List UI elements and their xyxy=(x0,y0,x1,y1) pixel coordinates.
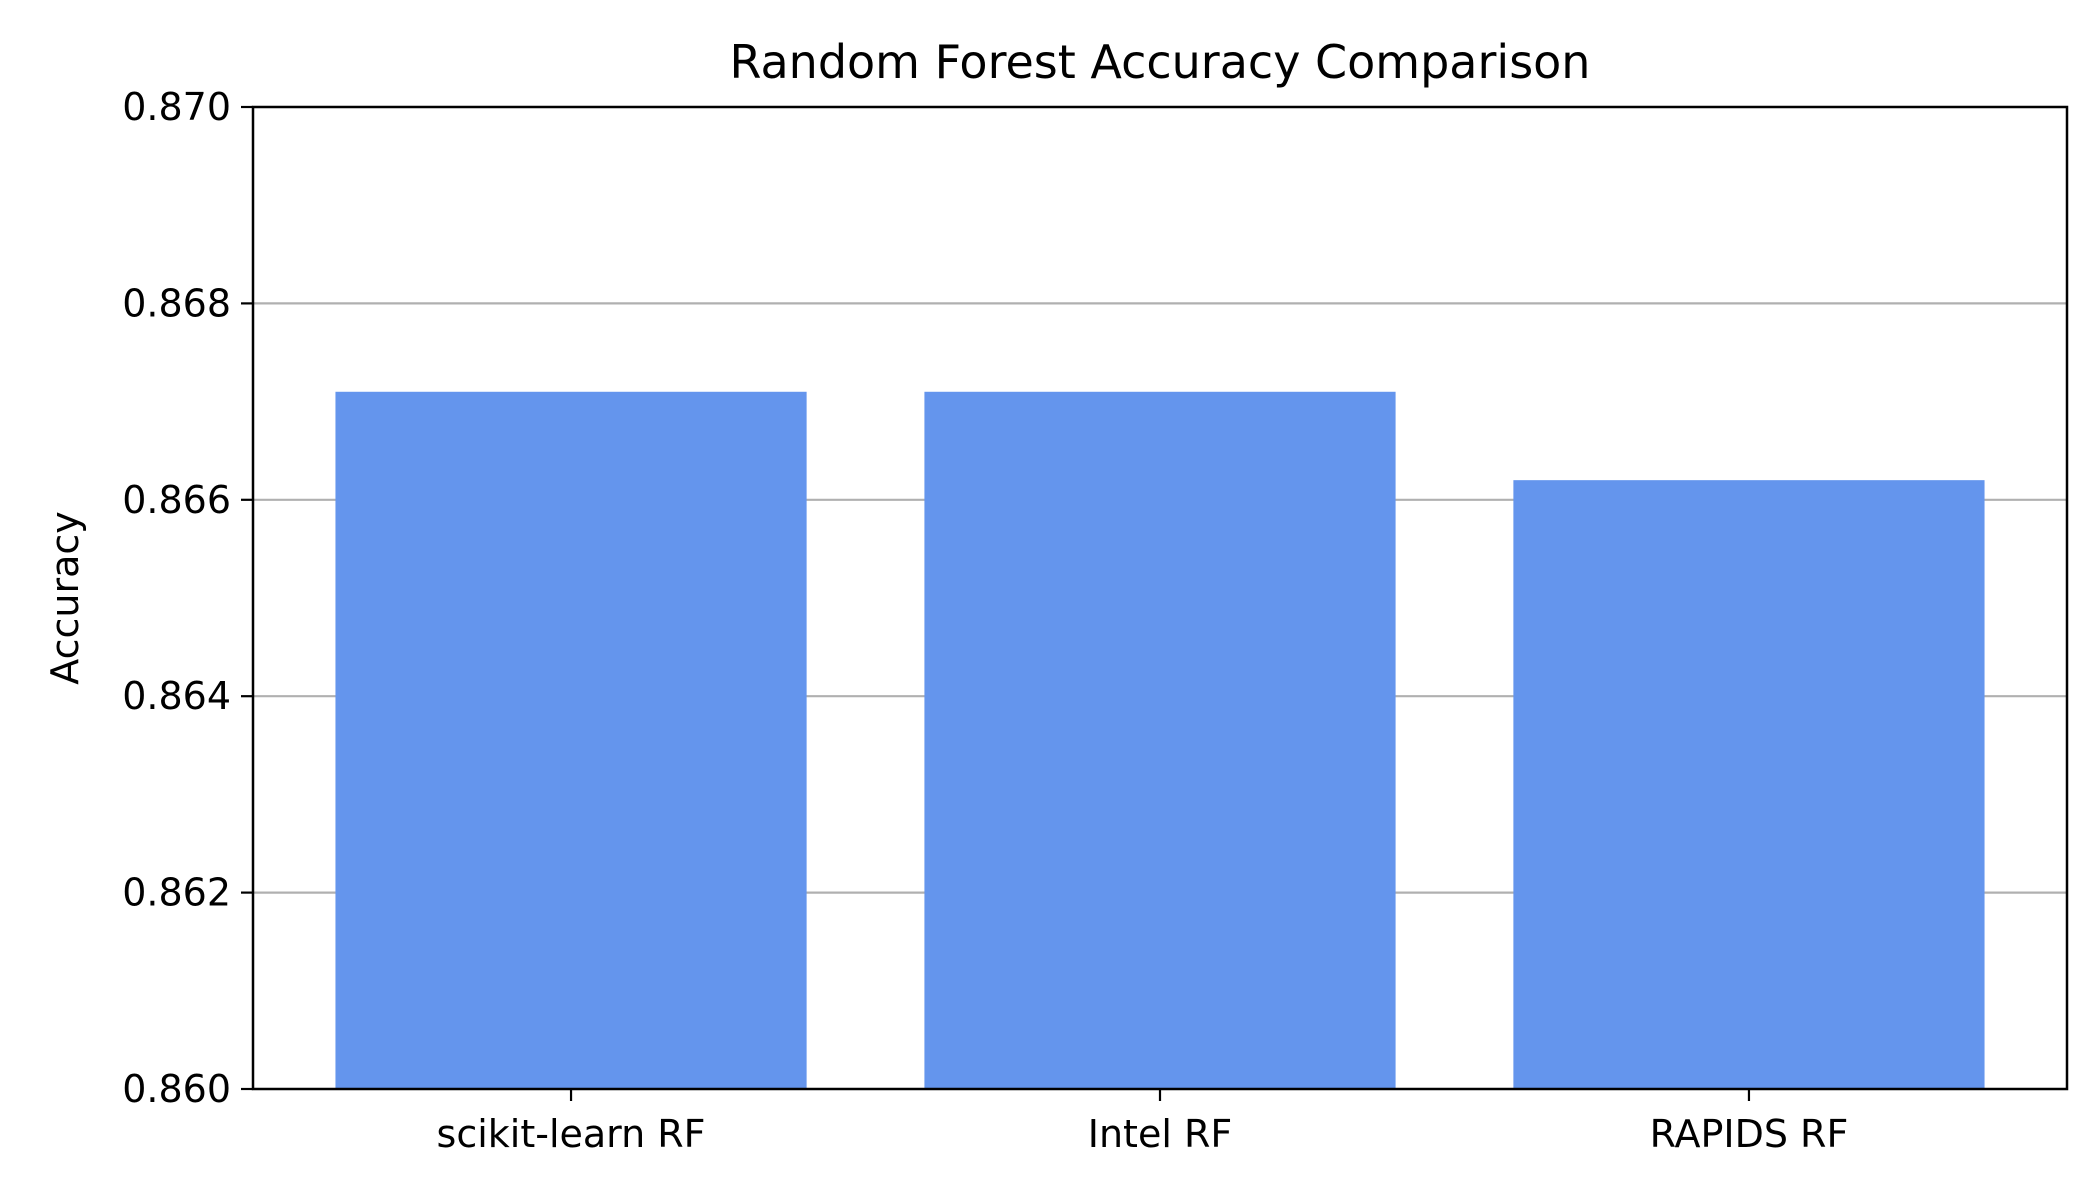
bar-rapids-rf xyxy=(1513,480,1985,1089)
bar-scikit-learn-rf xyxy=(335,391,807,1089)
y-tick-label: 0.862 xyxy=(122,871,231,915)
y-tick-label: 0.864 xyxy=(122,674,231,718)
y-tick-label: 0.870 xyxy=(122,85,231,129)
bar-intel-rf xyxy=(924,391,1396,1089)
chart-title: Random Forest Accuracy Comparison xyxy=(730,35,1591,89)
y-tick-label: 0.860 xyxy=(122,1067,231,1111)
y-axis-ticks: 0.860 0.862 0.864 0.866 0.868 0.870 xyxy=(122,85,253,1111)
x-tick-label: RAPIDS RF xyxy=(1650,1112,1849,1156)
y-axis-label: Accuracy xyxy=(43,511,87,685)
y-tick-label: 0.868 xyxy=(122,281,231,325)
x-tick-label: scikit-learn RF xyxy=(437,1112,706,1156)
x-axis-ticks: scikit-learn RF Intel RF RAPIDS RF xyxy=(437,1089,1849,1156)
x-tick-label: Intel RF xyxy=(1088,1112,1232,1156)
y-tick-label: 0.866 xyxy=(122,478,231,522)
bars xyxy=(335,391,1985,1089)
